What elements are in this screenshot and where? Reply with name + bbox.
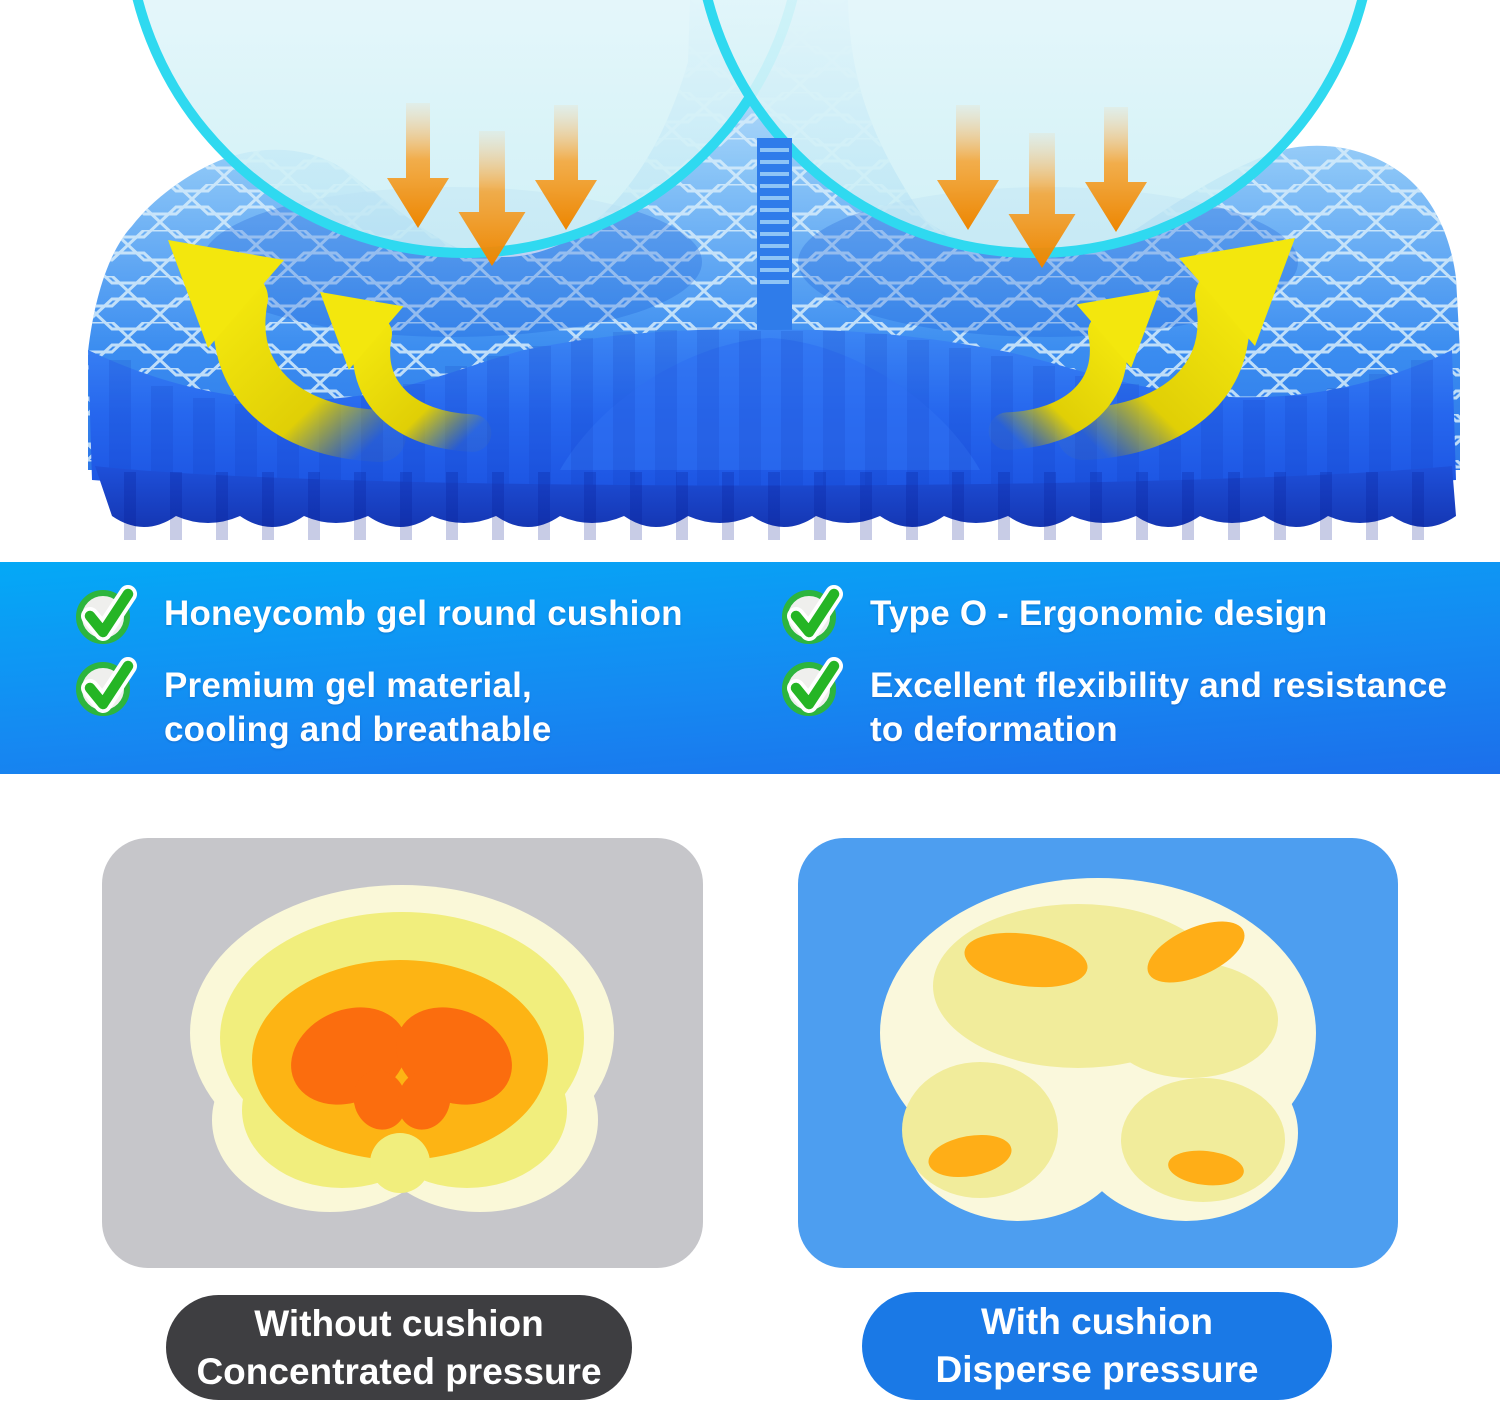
with-cushion-panel	[798, 838, 1398, 1268]
check-icon	[782, 657, 843, 716]
check-icon	[76, 657, 137, 716]
feature-text: Premium gel material, cooling and breath…	[164, 666, 552, 749]
with-cushion-label-line1: With cushion	[981, 1301, 1213, 1342]
without-cushion-label: Without cushion Concentrated pressure	[166, 1295, 632, 1400]
cushion-base	[95, 466, 1456, 540]
cushion-illustration-section	[0, 0, 1500, 558]
feature-item: Type O - Ergonomic design	[782, 584, 1482, 646]
features-column-left: Honeycomb gel round cushion Premium gel …	[76, 584, 766, 752]
with-cushion-label-line2: Disperse pressure	[935, 1349, 1259, 1390]
check-icon	[76, 585, 137, 644]
feature-text: Honeycomb gel round cushion	[164, 594, 683, 633]
without-cushion-label-line1: Without cushion	[254, 1302, 544, 1344]
feature-item: Excellent flexibility and resistance to …	[782, 656, 1482, 752]
concentrated-pressure-map	[190, 885, 614, 1248]
glass-dome-left	[132, 0, 798, 258]
with-cushion-label: With cushion Disperse pressure	[862, 1292, 1332, 1400]
features-column-right: Type O - Ergonomic design Excellent flex…	[782, 584, 1482, 752]
without-cushion-label-line2: Concentrated pressure	[196, 1350, 602, 1392]
without-cushion-panel	[102, 838, 703, 1268]
dispersed-pressure-map	[880, 878, 1316, 1256]
feature-text: Excellent flexibility and resistance to …	[870, 666, 1448, 749]
honeycomb-cushion-illustration	[88, 0, 1460, 540]
features-banner: Honeycomb gel round cushion Premium gel …	[0, 562, 1500, 774]
feature-item: Premium gel material, cooling and breath…	[76, 656, 766, 752]
feature-text: Type O - Ergonomic design	[870, 594, 1328, 633]
feature-item: Honeycomb gel round cushion	[76, 584, 766, 646]
check-icon	[782, 585, 843, 644]
